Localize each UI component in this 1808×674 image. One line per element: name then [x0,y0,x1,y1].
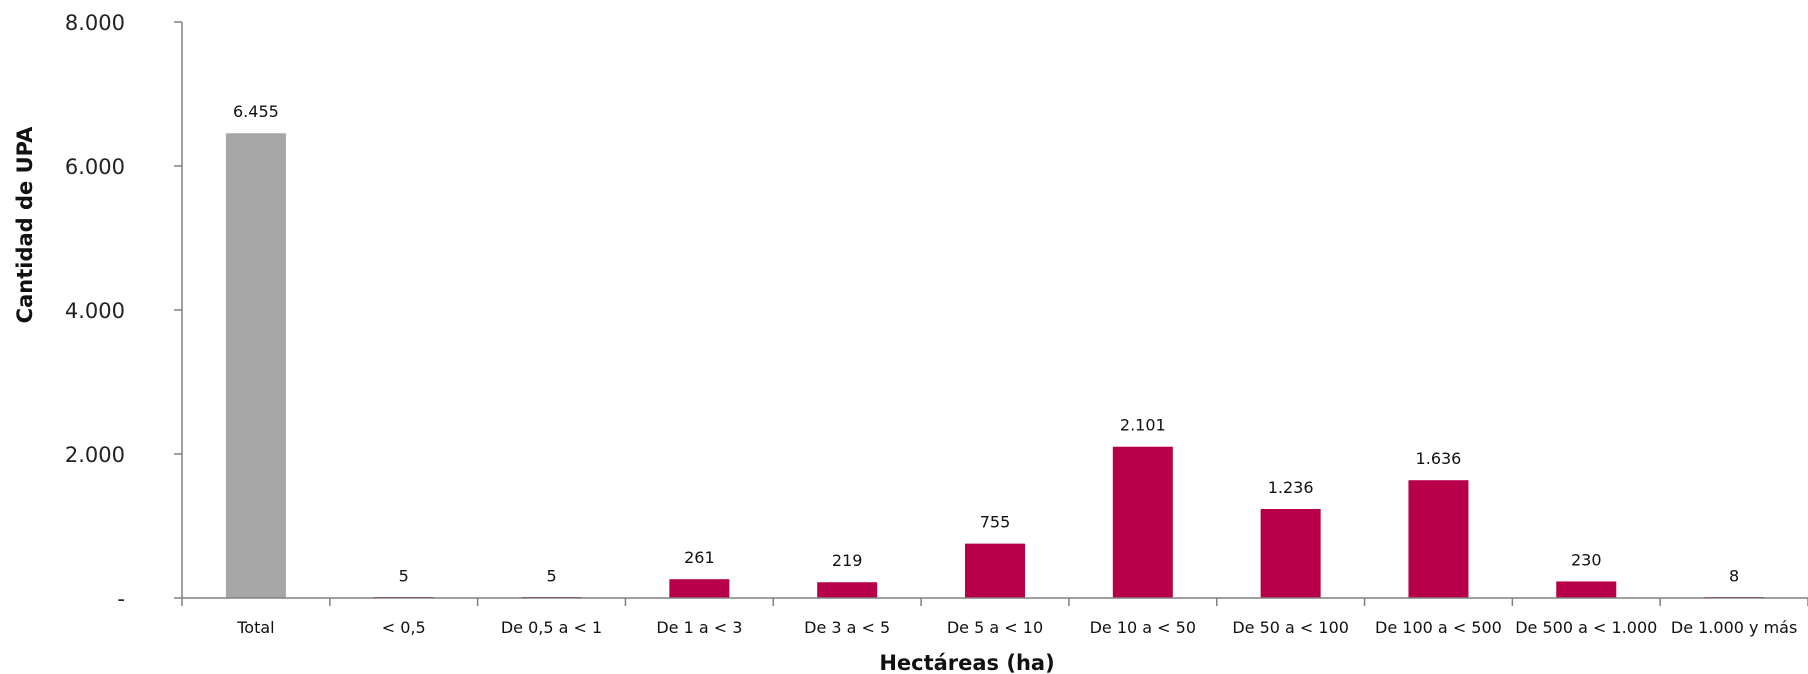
data-label: 5 [546,567,556,586]
bar [817,582,878,598]
bar [965,543,1025,598]
data-label: 6.455 [233,102,279,121]
data-labels: 6.455 5 5 261 219 755 2.101 1.236 1.636 230 8 [233,102,1739,585]
x-tick-label: De 10 a < 50 [1090,618,1196,637]
x-tick-label: De 100 a < 500 [1375,618,1502,637]
x-tick-label: De 1.000 y más [1671,618,1797,637]
y-tick-label: 2.000 [65,443,125,467]
data-label: 261 [684,548,715,567]
y-tick-label: - [117,587,125,611]
bar [669,579,730,598]
y-axis-ticks: - 2.000 4.000 6.000 8.000 [65,11,182,611]
y-tick-label: 4.000 [65,299,125,323]
x-tick-label: < 0,5 [382,618,426,637]
data-label: 8 [1729,566,1739,585]
x-tick-label: De 50 a < 100 [1232,618,1349,637]
data-label: 219 [832,551,863,570]
y-tick-label: 6.000 [65,155,125,179]
x-tick-label: De 0,5 a < 1 [501,618,602,637]
bar [1112,446,1173,598]
y-axis-title: Cantidad de UPA [13,126,37,323]
x-tick-label: De 5 a < 10 [947,618,1043,637]
data-label: 1.636 [1416,449,1462,468]
x-tick-label: De 3 a < 5 [804,618,890,637]
bar [1260,509,1321,598]
data-label: 230 [1571,550,1602,569]
bar [225,133,286,599]
axes [181,22,1808,599]
bar [1408,480,1469,598]
x-tick-label: De 1 a < 3 [656,618,742,637]
data-label: 1.236 [1268,478,1314,497]
x-axis-ticks: Total < 0,5 De 0,5 a < 1 De 1 a < 3 De 3 a <… [181,598,1808,637]
bar [1556,581,1617,598]
data-label: 755 [980,513,1011,532]
data-label: 5 [399,567,409,586]
bars [225,133,1765,599]
x-tick-label: De 500 a < 1.000 [1515,618,1657,637]
x-axis-title: Hectáreas (ha) [879,651,1054,674]
x-tick-label: Total [236,618,274,637]
y-tick-label: 8.000 [65,11,125,35]
data-label: 2.101 [1120,416,1166,435]
